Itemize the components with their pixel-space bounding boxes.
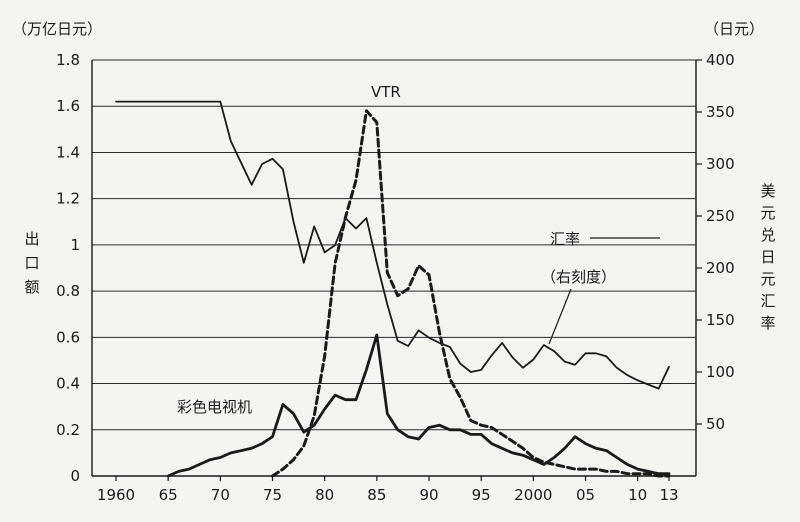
x-tick-label: 70 <box>211 486 230 504</box>
x-tick-labels: 1960 65 70 75 80 85 90 95 2000 05 10 13 <box>97 476 679 504</box>
left-tick-label: 0.2 <box>56 421 80 439</box>
left-tick-label: 0 <box>70 467 80 485</box>
x-tick-label: 2000 <box>514 486 552 504</box>
series-line-1 <box>115 100 670 390</box>
series-line-2 <box>271 109 671 478</box>
left-tick-label: 0.4 <box>56 375 80 393</box>
x-tick-label: 80 <box>315 486 334 504</box>
right-axis-unit: （日元） <box>704 20 764 38</box>
right-tick-labels: 50 100 150 200 250 300 350 400 <box>696 51 735 433</box>
rate-label: 汇率 <box>550 230 580 248</box>
right-tick-label: 150 <box>706 311 735 329</box>
x-tick-label: 13 <box>659 486 678 504</box>
left-tick-label: 1 <box>70 236 80 254</box>
grid-lines <box>92 59 696 431</box>
left-tick-label: 1.8 <box>56 51 80 69</box>
rate-scale-label: （右刻度） <box>541 268 616 286</box>
right-tick-label: 400 <box>706 51 735 69</box>
x-tick-label: 65 <box>159 486 178 504</box>
right-tick-label: 300 <box>706 155 735 173</box>
vtr-label: VTR <box>371 83 401 101</box>
left-tick-labels: 0 0.2 0.4 0.6 0.8 1 1.2 1.4 1.6 1.8 <box>56 51 80 485</box>
x-tick-label: 05 <box>576 486 595 504</box>
x-tick-label: 10 <box>628 486 647 504</box>
x-tick-label: 95 <box>472 486 491 504</box>
left-tick-label: 1.4 <box>56 143 80 161</box>
right-tick-label: 100 <box>706 363 735 381</box>
x-tick-label: 1960 <box>97 486 135 504</box>
rate-scale-leader <box>548 288 572 345</box>
left-tick-label: 0.8 <box>56 282 80 300</box>
color-tv-label: 彩色电视机 <box>177 398 252 416</box>
x-tick-label: 85 <box>367 486 386 504</box>
left-axis-unit: （万亿日元） <box>12 20 102 38</box>
left-axis-title: 出口额 <box>24 230 39 296</box>
series <box>115 100 671 478</box>
left-tick-label: 1.6 <box>56 97 80 115</box>
left-tick-label: 1.2 <box>56 190 80 208</box>
right-tick-label: 50 <box>706 415 725 433</box>
right-tick-label: 250 <box>706 207 735 225</box>
right-tick-label: 200 <box>706 259 735 277</box>
series-line-3 <box>166 333 671 478</box>
x-tick-label: 75 <box>263 486 282 504</box>
right-axis-title: 美元兑日元汇率 <box>760 182 775 332</box>
right-tick-label: 350 <box>706 103 735 121</box>
x-tick-label: 90 <box>419 486 438 504</box>
left-tick-label: 0.6 <box>56 328 80 346</box>
